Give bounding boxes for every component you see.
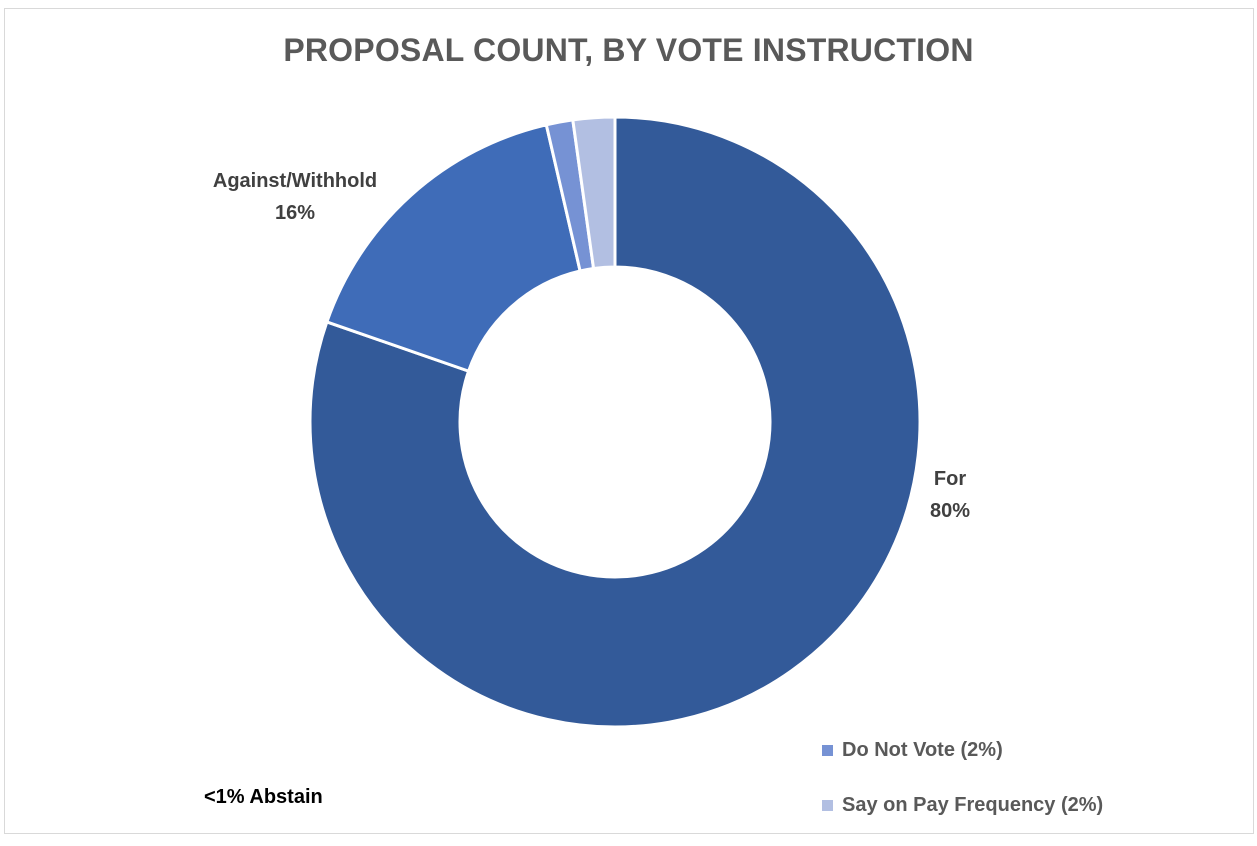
abstain-annotation: <1% Abstain [204, 786, 323, 808]
legend-label-do-not-vote: Do Not Vote (2%) [842, 738, 1003, 761]
slice-label-against-withhold: Against/Withhold 16% [160, 165, 430, 229]
chart-title: PROPOSAL COUNT, BY VOTE INSTRUCTION [283, 32, 974, 68]
slice-label-for-pct: 80% [929, 500, 971, 522]
slice-label-for-name: For [933, 468, 967, 490]
slice-label-for: For 80% [900, 463, 1000, 527]
legend-item-do-not-vote: Do Not Vote (2%) [822, 736, 1103, 764]
legend-swatch-do-not-vote [822, 744, 833, 756]
donut-slice-for [308, 115, 922, 729]
donut-slices [308, 115, 922, 729]
donut-slice-say-on-pay-frequency [571, 115, 617, 271]
slice-label-against-withhold-pct: 16% [274, 202, 316, 224]
legend: Do Not Vote (2%) Say on Pay Frequency (2… [822, 736, 1103, 846]
slice-label-against-withhold-name: Against/Withhold [212, 170, 378, 192]
legend-label-say-on-pay: Say on Pay Frequency (2%) [842, 793, 1104, 816]
legend-item-say-on-pay: Say on Pay Frequency (2%) [822, 791, 1103, 819]
donut-slice-against-withhold [324, 123, 582, 374]
legend-swatch-say-on-pay [822, 799, 833, 811]
